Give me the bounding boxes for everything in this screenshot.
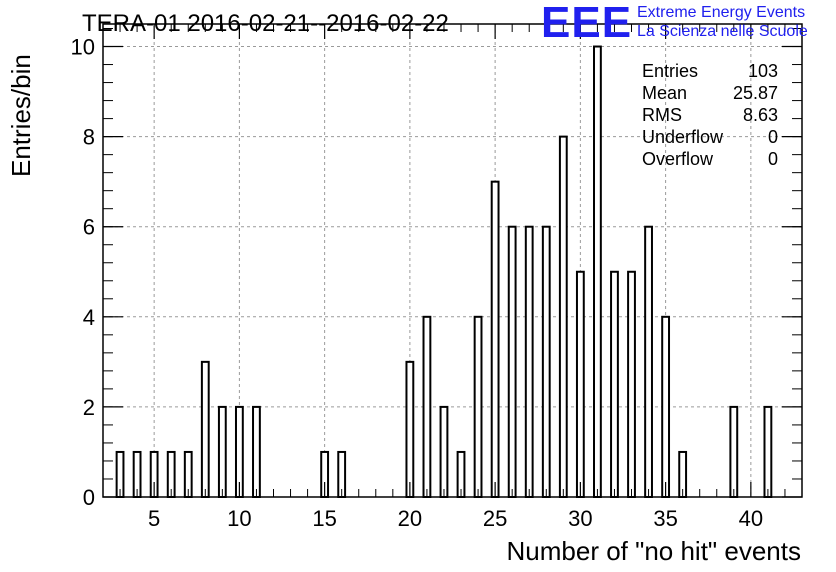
stats-value: 103 bbox=[747, 61, 778, 81]
histogram-bar bbox=[405, 360, 415, 498]
eee-logo: EEE bbox=[541, 0, 633, 47]
histogram-bar bbox=[610, 270, 619, 498]
stats-label: Mean bbox=[642, 83, 688, 103]
stats-row-entries: Entries 103 bbox=[642, 60, 778, 82]
histogram-bar bbox=[763, 405, 773, 498]
histogram-bar bbox=[524, 225, 534, 498]
plot-frame bbox=[102, 23, 803, 498]
stats-row-underflow: Underflow 0 bbox=[642, 126, 778, 148]
stats-label: RMS bbox=[642, 105, 682, 125]
axis-ticks bbox=[102, 24, 803, 498]
stats-value: 0 bbox=[767, 149, 778, 169]
stats-value: 25.87 bbox=[732, 83, 778, 103]
histogram-bar bbox=[541, 225, 551, 498]
x-axis-label: Number of "no hit" events bbox=[506, 536, 802, 566]
histogram-bar bbox=[661, 315, 671, 498]
stats-row-mean: Mean 25.87 bbox=[642, 82, 778, 104]
y-tick-label: 2 bbox=[83, 395, 95, 420]
histogram-bar bbox=[558, 135, 568, 498]
x-tick-label: 40 bbox=[739, 506, 763, 531]
x-tick-label: 15 bbox=[312, 506, 336, 531]
histogram-bar bbox=[473, 315, 483, 498]
x-tick-label: 5 bbox=[148, 506, 160, 531]
stats-row-overflow: Overflow 0 bbox=[642, 148, 778, 170]
logo-line-1: Extreme Energy Events bbox=[637, 4, 806, 21]
x-tick-label: 20 bbox=[398, 506, 422, 531]
histogram-bar bbox=[575, 270, 585, 498]
y-tick-label: 4 bbox=[83, 305, 95, 330]
y-tick-label: 6 bbox=[83, 215, 95, 240]
logo-line-2: La Scienza nelle Scuole bbox=[637, 23, 808, 40]
y-tick-label: 10 bbox=[71, 35, 95, 60]
y-tick-label: 8 bbox=[83, 125, 95, 150]
stats-box: Entries 103 Mean 25.87 RMS 8.63 Underflo… bbox=[642, 60, 778, 170]
logo-text: Extreme Energy Events La Scienza nelle S… bbox=[637, 3, 808, 41]
histogram-bar bbox=[507, 225, 517, 498]
histogram-bar bbox=[252, 405, 261, 498]
histogram-bar bbox=[200, 360, 210, 498]
histogram-bar bbox=[644, 225, 653, 498]
stats-value: 8.63 bbox=[742, 105, 778, 125]
y-tick-label: 0 bbox=[83, 485, 95, 510]
histogram-bar bbox=[217, 405, 227, 498]
histogram-bar bbox=[490, 180, 500, 499]
histogram-bar bbox=[593, 45, 602, 499]
x-tick-label: 10 bbox=[227, 506, 251, 531]
histogram-bar bbox=[439, 405, 449, 498]
histogram-bar bbox=[627, 270, 636, 498]
x-tick-label: 30 bbox=[568, 506, 592, 531]
histogram-bar bbox=[729, 405, 739, 498]
tick-labels: 5 10 15 20 25 30 35 40 0 2 4 6 8 10 bbox=[71, 35, 764, 531]
y-axis-label: Entries/bin bbox=[6, 54, 36, 177]
x-tick-label: 25 bbox=[483, 506, 507, 531]
stats-label: Overflow bbox=[642, 149, 714, 169]
x-tick-label: 35 bbox=[653, 506, 677, 531]
chart-title: TERA-01 2016-02-21--2016-02-22 bbox=[82, 10, 449, 37]
stats-label: Underflow bbox=[642, 127, 724, 147]
histogram-bar bbox=[422, 315, 432, 498]
stats-row-rms: RMS 8.63 bbox=[642, 104, 778, 126]
stats-value: 0 bbox=[767, 127, 778, 147]
stats-label: Entries bbox=[642, 61, 699, 81]
